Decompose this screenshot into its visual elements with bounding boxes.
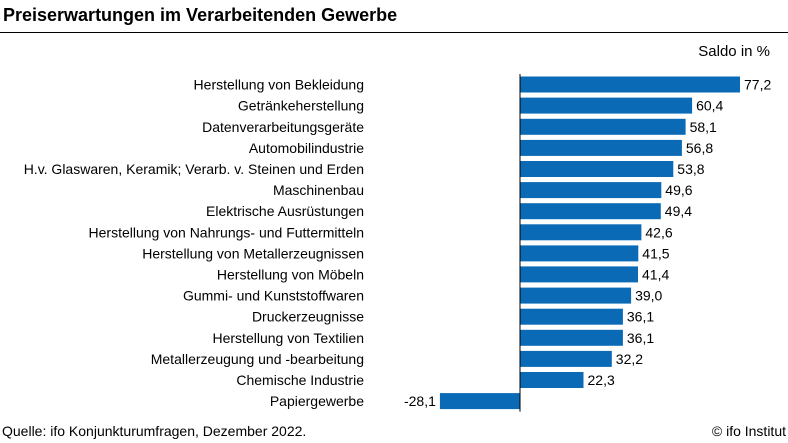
category-label: Gummi- und Kunststoffwaren [183, 288, 364, 304]
bar [439, 393, 520, 410]
category-label: Papiergewerbe [270, 393, 364, 409]
value-label: 58,1 [690, 119, 717, 135]
value-label: 49,4 [665, 203, 692, 219]
category-label: Datenverarbeitungsgeräte [202, 119, 364, 135]
bar [520, 76, 740, 93]
value-labels-group: 77,2 60,4 58,1 56,8 53,8 49,6 49,4 42,6 41,5 41,4… [404, 77, 771, 410]
value-label: 77,2 [744, 77, 771, 93]
bar [520, 161, 674, 177]
bar [520, 139, 682, 156]
category-label: Druckerzeugnisse [252, 309, 364, 325]
value-label: 36,1 [627, 309, 654, 325]
bar [520, 245, 639, 262]
value-label: 49,6 [665, 182, 692, 198]
chart-title: Preiserwartungen im Verarbeitenden Gewer… [3, 5, 398, 25]
value-label: 39,0 [635, 288, 662, 304]
bar [520, 372, 584, 388]
value-label: 56,8 [686, 140, 713, 156]
copyright-note: © ifo Institut [711, 423, 786, 439]
bar [520, 203, 661, 220]
unit-label: Saldo in % [698, 43, 770, 60]
category-label: Elektrische Ausrüstungen [206, 203, 364, 219]
value-label: -28,1 [404, 393, 436, 409]
category-label: Chemische Industrie [236, 372, 364, 388]
bar [520, 287, 632, 304]
category-label: Automobilindustrie [249, 140, 364, 156]
category-label: Herstellung von Möbeln [217, 266, 364, 282]
title-rule [0, 32, 788, 33]
bar [520, 224, 642, 241]
category-label: Metallerzeugung und -bearbeitung [151, 351, 364, 367]
value-label: 41,4 [642, 266, 669, 282]
category-label: Maschinenbau [273, 182, 364, 198]
source-note: Quelle: ifo Konjunkturumfragen, Dezember… [2, 423, 307, 439]
category-label: Herstellung von Metallerzeugnissen [142, 245, 364, 261]
bar [520, 329, 623, 346]
bar [520, 97, 693, 114]
category-label: Herstellung von Textilien [213, 330, 365, 346]
value-label: 60,4 [696, 98, 723, 114]
bar [520, 266, 638, 283]
bar [520, 350, 612, 367]
value-label: 36,1 [627, 330, 654, 346]
value-label: 32,2 [616, 351, 643, 367]
value-label: 42,6 [645, 224, 672, 240]
bar [520, 182, 662, 199]
value-label: 41,5 [642, 245, 669, 261]
category-label: H.v. Glaswaren, Keramik; Verarb. v. Stei… [24, 161, 364, 177]
bar [520, 308, 623, 325]
category-label: Herstellung von Nahrungs- und Futtermitt… [89, 224, 364, 240]
value-label: 53,8 [677, 161, 704, 177]
value-label: 22,3 [588, 372, 615, 388]
bars-group [439, 76, 740, 410]
category-label: Herstellung von Bekleidung [194, 77, 364, 93]
category-label: Getränkeherstellung [238, 98, 364, 114]
category-labels-group: Herstellung von Bekleidung Getränkeherste… [24, 77, 365, 410]
bar [520, 118, 686, 135]
